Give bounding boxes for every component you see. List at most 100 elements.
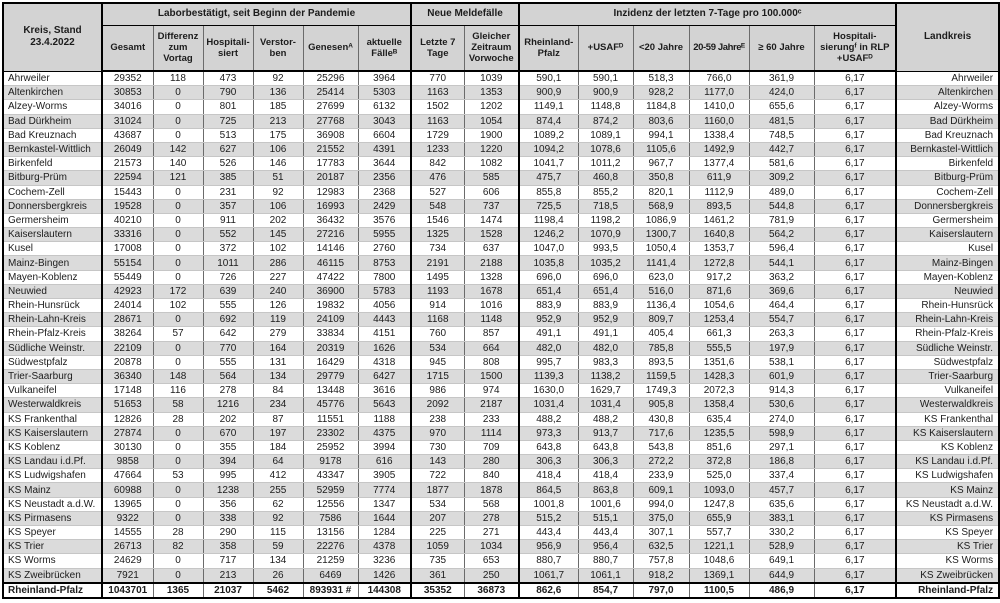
table-cell: 0 xyxy=(152,497,204,512)
landkreis-header: Landkreis xyxy=(895,2,1000,72)
table-cell: 263,3 xyxy=(748,326,815,342)
table-cell: 4443 xyxy=(357,312,412,328)
row-label-kreis: Rhein-Lahn-Kreis xyxy=(2,312,103,328)
table-cell: 1284 xyxy=(357,525,412,541)
row-label-kreis: Kusel xyxy=(2,241,103,257)
table-cell: 1878 xyxy=(463,482,520,498)
table-cell: 1034 xyxy=(463,539,520,555)
table-cell: 13156 xyxy=(302,525,359,541)
table-cell: 1035,2 xyxy=(577,255,634,271)
table-row: Neuwied 42923 172 639 240 36900 5783 1193 1678 65… xyxy=(2,284,1000,300)
row-label-kreis: Bernkastel-Wittlich xyxy=(2,142,103,158)
table-cell: 661,3 xyxy=(688,326,750,342)
col-letzte-7-tage: Letzte 7 Tage xyxy=(410,24,465,72)
table-cell: 116 xyxy=(152,383,204,399)
table-cell: 1094,2 xyxy=(518,142,579,158)
table-cell: 443,4 xyxy=(577,525,634,541)
row-label-landkreis: Mayen-Koblenz xyxy=(895,270,1000,285)
table-cell: 197 xyxy=(252,426,304,441)
table-cell: 993,5 xyxy=(577,241,634,257)
table-cell: 6,17 xyxy=(813,525,897,541)
row-label-kreis: Altenkirchen xyxy=(2,85,103,101)
table-cell: 770 xyxy=(202,341,254,356)
table-cell: 13965 xyxy=(101,497,154,512)
table-cell: 635,6 xyxy=(748,497,815,512)
table-cell: 735 xyxy=(410,553,465,569)
table-cell: 880,7 xyxy=(518,553,579,569)
table-cell: 726 xyxy=(202,270,254,285)
table-cell: 0 xyxy=(152,227,204,243)
row-label-kreis: Südliche Weinstr. xyxy=(2,341,103,356)
table-cell: 790 xyxy=(202,85,254,101)
table-row: Kaiserslautern 33316 0 552 145 27216 5955 1325 1… xyxy=(2,227,1000,243)
table-row: Südwestpfalz 20878 0 555 131 16429 4318 945 808 9… xyxy=(2,355,1000,370)
table-cell: 616 xyxy=(357,454,412,470)
table-cell: 361 xyxy=(410,568,465,584)
table-cell: 491,1 xyxy=(518,326,579,342)
table-cell: 1148 xyxy=(463,312,520,328)
table-cell: 255 xyxy=(252,482,304,498)
table-cell: 34016 xyxy=(101,99,154,115)
table-cell: 730 xyxy=(410,440,465,456)
table-cell: 22109 xyxy=(101,341,154,356)
table-row: Kusel 17008 0 372 102 14146 2760 734 637 1047,0 99… xyxy=(2,241,1000,257)
table-cell: 6,17 xyxy=(813,412,897,427)
row-label-landkreis: Westerwaldkreis xyxy=(895,397,1000,413)
table-cell: 172 xyxy=(152,284,204,300)
table-cell: 781,9 xyxy=(748,213,815,229)
table-cell: 785,8 xyxy=(632,341,690,356)
table-cell: 92 xyxy=(252,185,304,200)
table-cell: 967,7 xyxy=(632,156,690,172)
table-cell: 5783 xyxy=(357,284,412,300)
table-cell: 9322 xyxy=(101,511,154,527)
table-cell: 26 xyxy=(252,568,304,584)
table-cell: 134 xyxy=(252,369,304,385)
table-cell: 4056 xyxy=(357,298,412,314)
table-cell: 361,9 xyxy=(748,71,815,87)
table-cell: 6,17 xyxy=(813,383,897,399)
row-label-kreis: Rhein-Pfalz-Kreis xyxy=(2,326,103,342)
table-cell: 564 xyxy=(202,369,254,385)
table-cell: 16993 xyxy=(302,199,359,214)
table-cell: 956,4 xyxy=(577,539,634,555)
table-cell: 475,7 xyxy=(518,170,579,186)
table-cell: 538,1 xyxy=(748,355,815,370)
table-cell: 6,17 xyxy=(813,170,897,186)
table-cell: 271 xyxy=(463,525,520,541)
table-cell: 1054,6 xyxy=(688,298,750,314)
table-cell: 20319 xyxy=(302,341,359,356)
table-cell: 974 xyxy=(463,383,520,399)
table-cell: 7800 xyxy=(357,270,412,285)
table-cell: 476 xyxy=(410,170,465,186)
table-cell: 1184,8 xyxy=(632,99,690,115)
table-cell: 911 xyxy=(202,213,254,229)
table-cell: 0 xyxy=(152,482,204,498)
table-cell: 653 xyxy=(463,553,520,569)
table-cell: 585 xyxy=(463,170,520,186)
table-cell: 0 xyxy=(152,312,204,328)
table-cell: 185 xyxy=(252,99,304,115)
table-cell: 84 xyxy=(252,383,304,399)
table-cell: 1353 xyxy=(463,85,520,101)
table-cell: 6,17 xyxy=(813,312,897,328)
table-cell: 464,4 xyxy=(748,298,815,314)
table-cell: 1039 xyxy=(463,71,520,87)
table-cell: 488,2 xyxy=(577,412,634,427)
table-cell: 279 xyxy=(252,326,304,342)
table-cell: 6,17 xyxy=(813,71,897,87)
table-cell: 515,1 xyxy=(577,511,634,527)
table-cell: 1502 xyxy=(410,99,465,115)
table-cell: 36340 xyxy=(101,369,154,385)
row-label-landkreis: Rhein-Pfalz-Kreis xyxy=(895,326,1000,342)
table-cell: 855,2 xyxy=(577,185,634,200)
row-label-kreis: Neuwied xyxy=(2,284,103,300)
table-cell: 6,17 xyxy=(813,156,897,172)
table-cell: 606 xyxy=(463,185,520,200)
table-cell: 3576 xyxy=(357,213,412,229)
table-cell: 134 xyxy=(252,553,304,569)
table-cell: 47422 xyxy=(302,270,359,285)
row-label-kreis: Westerwaldkreis xyxy=(2,397,103,413)
table-cell: 530,6 xyxy=(748,397,815,413)
row-label-landkreis: Südliche Weinstr. xyxy=(895,341,1000,356)
table-cell: 20187 xyxy=(302,170,359,186)
